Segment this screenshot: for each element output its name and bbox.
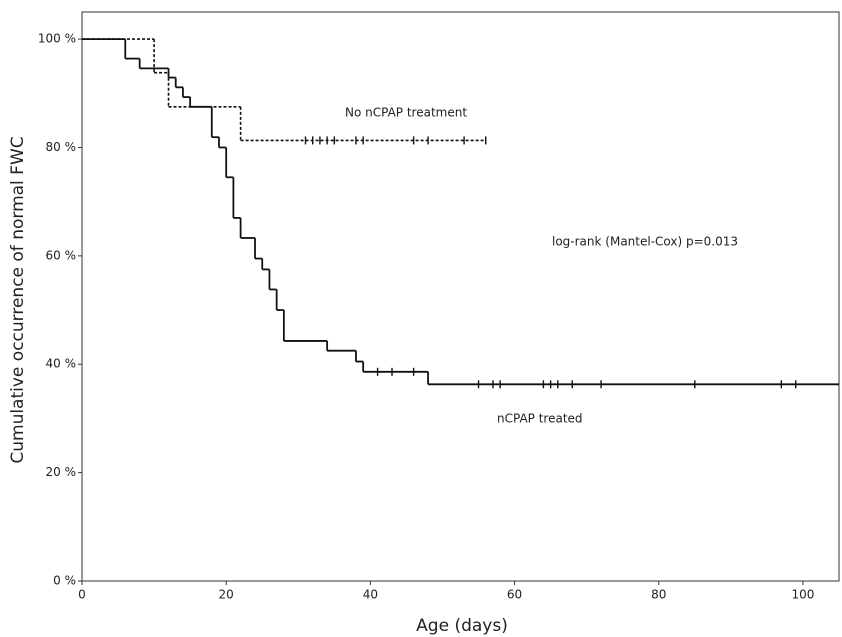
x-axis-title: Age (days) (416, 616, 508, 636)
y-tick-label: 100 % (38, 32, 76, 46)
x-tick-label: 40 (363, 588, 378, 602)
x-tick-label: 0 (78, 588, 86, 602)
x-tick-label: 80 (651, 588, 666, 602)
x-tick-label: 20 (219, 588, 234, 602)
y-tick-label: 20 % (46, 465, 77, 479)
annotation: nCPAP treated (497, 412, 583, 426)
x-tick-label: 100 (791, 588, 814, 602)
annotation: log-rank (Mantel-Cox) p=0.013 (552, 235, 738, 249)
y-tick-label: 80 % (46, 140, 77, 154)
y-axis-title: Cumulative occurrence of normal FWC (8, 136, 28, 463)
annotation: No nCPAP treatment (345, 106, 467, 120)
y-tick-label: 40 % (46, 357, 77, 371)
y-tick-label: 60 % (46, 248, 77, 262)
y-tick-label: 0 % (53, 574, 76, 588)
plot-frame (81, 11, 840, 582)
x-tick-label: 60 (507, 588, 522, 602)
